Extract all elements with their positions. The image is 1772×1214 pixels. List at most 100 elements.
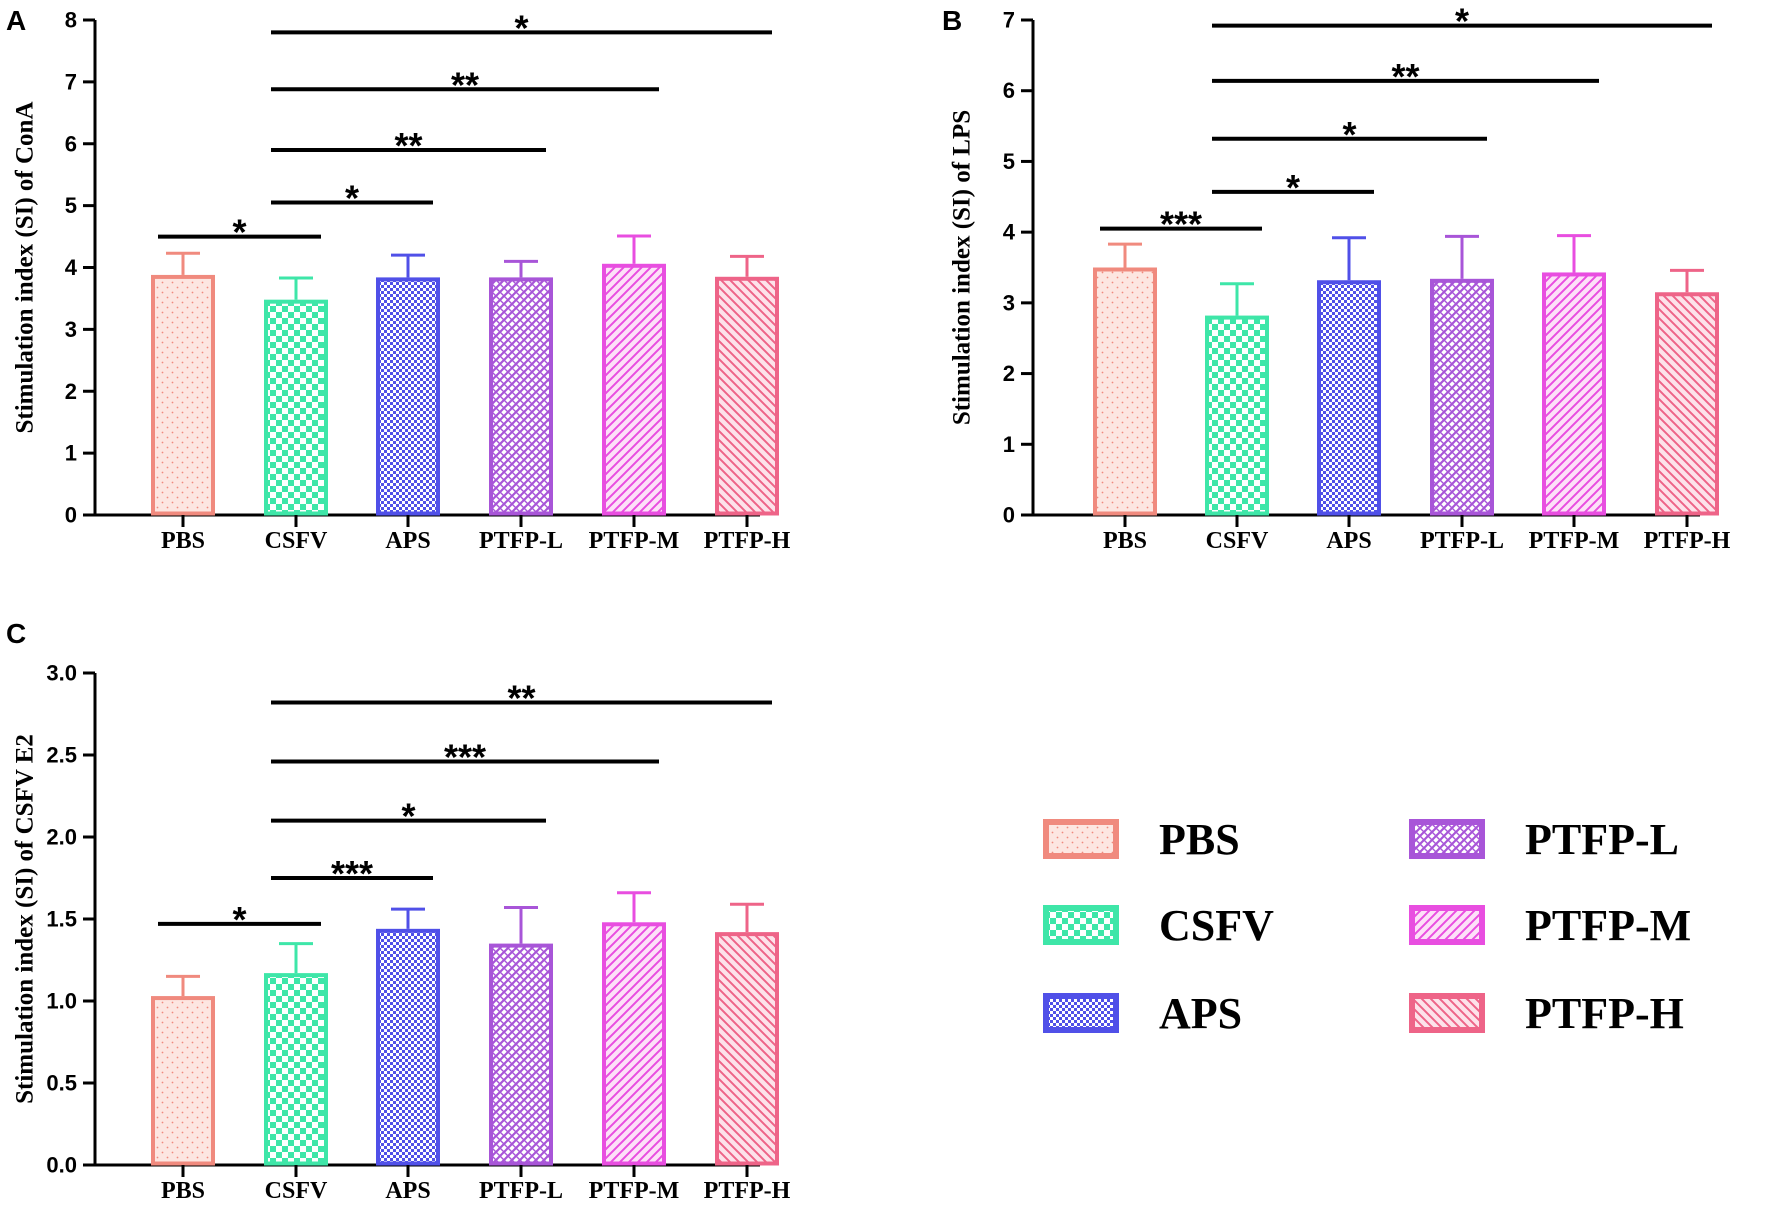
bar-ptfp-l [1430,278,1494,516]
x-tick-label-ptfp-l: PTFP-L [479,1178,563,1204]
y-axis-label: Stimulation index (SI) of ConA [12,102,39,434]
x-tick-label-ptfp-h: PTFP-H [704,1178,791,1204]
panel-letter: A [6,5,26,36]
panel-letter: B [942,5,962,36]
y-tick-label: 2 [65,379,77,404]
legend-label: APS [1159,989,1242,1038]
y-tick-label: 3 [65,317,77,342]
x-tick-label-ptfp-m: PTFP-M [589,528,680,554]
y-tick-label: 7 [1003,8,1015,33]
legend-item-ptfp-m: PTFP-M [1409,901,1691,950]
significance-label: * [1455,1,1469,42]
bar-aps [376,277,440,516]
y-tick-label: 7 [65,69,77,94]
significance-label: * [514,7,528,48]
significance-label: * [232,899,246,940]
x-tick-label-csfv: CSFV [265,1178,328,1204]
y-tick-label: 4 [65,255,78,280]
y-tick-label: 4 [1003,220,1016,245]
panel-letter: C [6,618,26,649]
significance-label: * [232,212,246,253]
legend-label: CSFV [1159,901,1274,950]
significance-label: * [1342,114,1356,155]
legend-swatch [1043,905,1119,945]
bar-pbs [151,274,215,516]
bar-csfv [1205,315,1269,516]
x-tick-label-ptfp-m: PTFP-M [1529,528,1620,554]
y-axis-label: Stimulation index (SI) of LPS [949,110,976,425]
y-tick-label: 3 [1003,290,1015,315]
chart-panel-b: B Stimulation index (SI) of LPS 0 1 2 3 4 5 6 7 PB… [942,1,1731,554]
bar-ptfp-h [715,932,779,1166]
legend-swatch [1043,819,1119,859]
significance-label: ** [1391,56,1419,97]
significance-label: ** [451,64,479,105]
legend-label: PTFP-L [1525,815,1679,864]
significance-label: * [345,178,359,219]
bar-ptfp-h [715,276,779,516]
y-tick-label: 5 [65,193,77,218]
x-tick-label-csfv: CSFV [265,528,328,554]
y-tick-label: 0.5 [46,1071,77,1096]
bar-csfv [264,973,328,1166]
y-tick-label: 0 [1003,503,1015,528]
y-tick-label: 8 [65,8,77,33]
x-tick-label-csfv: CSFV [1206,528,1269,554]
x-tick-label-pbs: PBS [1103,528,1147,554]
y-tick-label: 1 [65,441,77,466]
y-tick-label: 2.5 [46,743,77,768]
y-tick-label: 1.0 [46,989,77,1014]
legend: PBS CSFV APS PTFP-L PTFP-M PTFP-H [1043,815,1691,1038]
y-axis-label: Stimulation index (SI) of CSFV E2 [12,734,39,1104]
y-tick-label: 5 [1003,149,1015,174]
legend-item-aps: APS [1043,989,1242,1038]
chart-panel-c: C Stimulation index (SI) of CSFV E2 0.0 0.5… [6,618,791,1204]
bar-aps [376,928,440,1166]
y-tick-label: 1 [1003,432,1015,457]
y-tick-label: 0.0 [46,1153,77,1178]
significance-label: ** [394,125,422,166]
y-tick-label: 1.5 [46,907,77,932]
x-tick-label-pbs: PBS [161,1178,205,1204]
bar-ptfp-m [602,263,666,516]
significance-label: * [1286,167,1300,208]
x-tick-label-ptfp-m: PTFP-M [589,1178,680,1204]
chart-panel-a: A Stimulation index (SI) of ConA 0 1 2 3 4 5 6 7 8… [6,5,791,554]
y-tick-label: 6 [1003,78,1015,103]
x-tick-label-ptfp-h: PTFP-H [704,528,791,554]
x-tick-label-pbs: PBS [161,528,205,554]
legend-label: PTFP-H [1525,989,1684,1038]
bar-pbs [151,996,215,1166]
y-tick-label: 6 [65,131,77,156]
significance-label: *** [1160,204,1202,245]
legend-item-ptfp-l: PTFP-L [1409,815,1679,864]
significance-label: *** [444,737,486,778]
bar-ptfp-m [602,922,666,1166]
x-tick-label-aps: APS [385,1178,430,1204]
bar-csfv [264,299,328,516]
legend-label: PBS [1159,815,1240,864]
legend-label: PTFP-M [1525,901,1691,950]
y-tick-label: 0 [65,503,77,528]
bar-ptfp-h [1655,292,1719,516]
legend-swatch [1043,993,1119,1033]
bar-ptfp-l [489,277,553,516]
x-tick-label-ptfp-h: PTFP-H [1644,528,1731,554]
significance-label: *** [331,853,373,894]
bar-aps [1317,280,1381,516]
x-tick-label-aps: APS [1326,528,1371,554]
significance-label: * [401,796,415,837]
y-tick-label: 2 [1003,361,1015,386]
legend-swatch [1409,905,1485,945]
bar-ptfp-m [1542,272,1606,516]
bar-pbs [1093,267,1157,516]
y-tick-label: 3.0 [46,661,77,686]
legend-item-ptfp-h: PTFP-H [1409,989,1684,1038]
y-tick-label: 2.0 [46,825,77,850]
significance-label: ** [507,678,535,719]
x-tick-label-ptfp-l: PTFP-L [479,528,563,554]
x-tick-label-aps: APS [385,528,430,554]
legend-item-csfv: CSFV [1043,901,1274,950]
legend-swatch [1409,819,1485,859]
